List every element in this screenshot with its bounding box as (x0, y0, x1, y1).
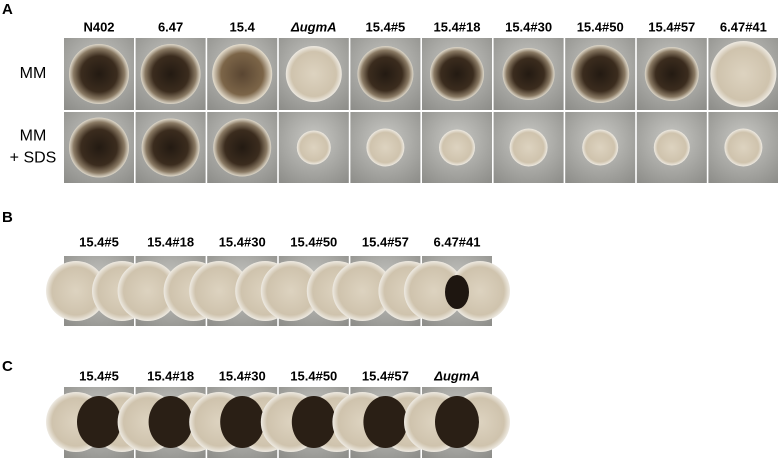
row-label: + SDS (10, 150, 57, 167)
colony (582, 129, 619, 166)
colony (140, 44, 201, 104)
column-header: 6.47#41 (720, 19, 767, 34)
column-header: 15.4#57 (362, 234, 409, 249)
colony (212, 44, 273, 104)
colony (332, 261, 393, 321)
colony (509, 128, 548, 167)
column-header: 15.4#5 (79, 234, 119, 249)
column-header: 15.4 (230, 19, 256, 34)
panel-label: C (2, 358, 13, 375)
colony (117, 261, 178, 321)
colony (189, 261, 250, 321)
column-header: 15.4#57 (362, 368, 409, 383)
colony (366, 128, 405, 167)
colony (502, 48, 555, 100)
colony (644, 47, 699, 101)
colony (450, 261, 510, 321)
panel-label: B (2, 209, 13, 226)
colony (285, 46, 342, 102)
dark-zone (435, 396, 479, 448)
colony (357, 46, 414, 102)
column-header: 15.4#30 (219, 234, 266, 249)
column-header: 15.4#18 (434, 19, 481, 34)
colony (141, 118, 200, 177)
column-header: 15.4#50 (577, 19, 624, 34)
column-header: 15.4#18 (147, 234, 194, 249)
panel-label: A (2, 1, 13, 18)
column-header: 15.4#57 (648, 19, 695, 34)
colony (69, 44, 129, 104)
dark-zone (77, 396, 121, 448)
colony (296, 130, 331, 165)
colony (439, 129, 475, 166)
dark-zone (220, 396, 265, 448)
column-header: 15.4#5 (79, 368, 119, 383)
column-header: 15.4#50 (290, 368, 337, 383)
column-header: N402 (83, 19, 114, 34)
colony (710, 41, 777, 107)
dark-zone (445, 275, 469, 309)
column-header: 15.4#30 (505, 19, 552, 34)
colony (404, 261, 464, 321)
colony (724, 128, 763, 167)
dark-zone (363, 396, 408, 448)
colony (430, 47, 484, 101)
column-header: 6.47#41 (434, 234, 481, 249)
column-header: 15.4#50 (290, 234, 337, 249)
row-label: MM (20, 128, 47, 145)
dark-zone (291, 396, 336, 448)
column-header: ΔugmA (290, 19, 337, 34)
colony (571, 45, 630, 103)
column-header: 15.4#5 (366, 19, 406, 34)
column-header: ΔugmA (433, 368, 480, 383)
column-header: 15.4#18 (147, 368, 194, 383)
column-header: 15.4#30 (219, 368, 266, 383)
colony (213, 118, 272, 177)
dark-zone (148, 396, 193, 448)
colony (653, 129, 690, 166)
column-header: 6.47 (158, 19, 183, 34)
row-label: MM (20, 65, 47, 82)
colony (46, 261, 106, 321)
colony (260, 261, 321, 321)
colony (69, 117, 129, 178)
